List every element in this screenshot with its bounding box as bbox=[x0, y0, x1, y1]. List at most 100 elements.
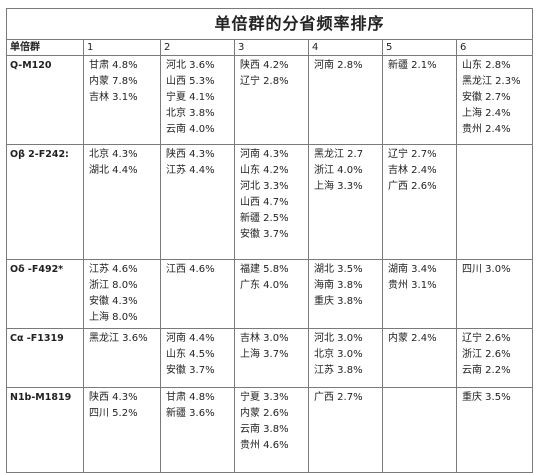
table-row: Oδ -F492* 江苏 4.6% 浙江 8.0% 安徽 4.3% 上海 8.0% 江西 … bbox=[6, 259, 534, 329]
rank-cell-2: 甘肃 4.8% 新疆 3.6% bbox=[160, 387, 235, 473]
province-frequency: 四川 3.0% bbox=[462, 264, 511, 275]
province-frequency: 江苏 4.4% bbox=[166, 165, 215, 176]
table-row: N1b-M1819 陕西 4.3% 四川 5.2% 甘肃 4.8% 新疆 3.6% 宁夏 … bbox=[6, 387, 534, 473]
rank-cell-1: 陕西 4.3% 四川 5.2% bbox=[83, 387, 161, 473]
table-body: Q-M120 甘肃 4.8% 内蒙 7.8% 吉林 3.1% 河北 3.6% 山西 5.3… bbox=[6, 55, 534, 473]
header-rank-2: 2 bbox=[160, 39, 235, 56]
province-frequency: 贵州 4.6% bbox=[240, 440, 289, 451]
rank-cell-1: 北京 4.3% 湖北 4.4% bbox=[83, 144, 161, 260]
province-frequency: 湖北 3.5% bbox=[314, 264, 363, 275]
province-frequency: 陕西 4.3% bbox=[166, 149, 215, 160]
rank-cell-3: 河南 4.3% 山东 4.2% 河北 3.3% 山西 4.7% 新疆 2.5% 安徽 3.… bbox=[234, 144, 309, 260]
table-row: Oβ 2-F242‌: 北京 4.3% 湖北 4.4% 陕西 4.3% 江苏 4.4% 河… bbox=[6, 144, 534, 260]
rank-cell-6: 四川 3.0% bbox=[455, 259, 534, 329]
province-frequency: 山东 4.2% bbox=[240, 165, 289, 176]
province-frequency: 重庆 3.8% bbox=[314, 296, 363, 307]
province-frequency: 贵州 2.4% bbox=[462, 124, 511, 135]
haplogroup-label: Oβ 2-F242‌: bbox=[6, 144, 84, 260]
province-frequency: 重庆 3.5% bbox=[462, 392, 511, 403]
rank-cell-3: 陕西 4.2% 辽宁 2.8% bbox=[234, 55, 309, 145]
rank-cell-3: 福建 5.8% 广东 4.0% bbox=[234, 259, 309, 329]
header-rank-6: 6 bbox=[455, 39, 534, 56]
province-frequency: 吉林 3.1% bbox=[89, 92, 138, 103]
rank-cell-6: 重庆 3.5% bbox=[455, 387, 534, 473]
header-haplogroup: 单倍群 bbox=[6, 39, 84, 56]
rank-cell-1: 江苏 4.6% 浙江 8.0% 安徽 4.3% 上海 8.0% bbox=[83, 259, 161, 329]
haplogroup-label: Oδ -F492* bbox=[6, 259, 84, 329]
rank-cell-4: 河南 2.8% bbox=[308, 55, 383, 145]
province-frequency: 上海 3.7% bbox=[240, 349, 289, 360]
province-frequency: 安徽 2.7% bbox=[462, 92, 511, 103]
rank-cell-3: 吉林 3.0% 上海 3.7% bbox=[234, 328, 309, 388]
table-row: Q-M120 甘肃 4.8% 内蒙 7.8% 吉林 3.1% 河北 3.6% 山西 5.3… bbox=[6, 55, 534, 145]
province-frequency: 浙江 8.0% bbox=[89, 280, 138, 291]
province-frequency: 山西 4.7% bbox=[240, 197, 289, 208]
rank-cell-4: 黑龙江 2.7 浙江 4.0% 上海 3.3% bbox=[308, 144, 383, 260]
header-row: 单倍群 1 2 3 4 5 6 bbox=[6, 39, 534, 56]
province-frequency: 河北 3.6% bbox=[166, 60, 215, 71]
haplogroup-label: Cα -F1319 bbox=[6, 328, 84, 388]
rank-cell-5: 湖南 3.4% 贵州 3.1% bbox=[382, 259, 457, 329]
province-frequency: 北京 3.0% bbox=[314, 349, 363, 360]
province-frequency: 北京 4.3% bbox=[89, 149, 138, 160]
province-frequency: 安徽 3.7% bbox=[166, 365, 215, 376]
province-frequency: 云南 3.8% bbox=[240, 424, 289, 435]
haplogroup-label: Q-M120 bbox=[6, 55, 84, 145]
title-row: 单倍群的分省频率排序 bbox=[5, 8, 534, 40]
rank-cell-5: 新疆 2.1% bbox=[382, 55, 457, 145]
rank-cell-5 bbox=[382, 387, 457, 473]
province-frequency: 山西 5.3% bbox=[166, 76, 215, 87]
header-rank-3: 3 bbox=[234, 39, 309, 56]
province-frequency: 江苏 4.6% bbox=[89, 264, 138, 275]
rank-cell-6: 辽宁 2.6% 浙江 2.6% 云南 2.2% bbox=[455, 328, 534, 388]
province-frequency: 宁夏 3.3% bbox=[240, 392, 289, 403]
rank-cell-4: 广西 2.7% bbox=[308, 387, 383, 473]
table-title: 单倍群的分省频率排序 bbox=[5, 8, 534, 40]
province-frequency: 浙江 2.6% bbox=[462, 349, 511, 360]
province-frequency: 辽宁 2.7% bbox=[388, 149, 437, 160]
header-rank-1: 1 bbox=[83, 39, 161, 56]
rank-cell-4: 湖北 3.5% 海南 3.8% 重庆 3.8% bbox=[308, 259, 383, 329]
province-frequency: 江西 4.6% bbox=[166, 264, 215, 275]
header-rank-4: 4 bbox=[308, 39, 383, 56]
province-frequency: 宁夏 4.1% bbox=[166, 92, 215, 103]
province-frequency: 云南 4.0% bbox=[166, 124, 215, 135]
rank-cell-2: 河南 4.4% 山东 4.5% 安徽 3.7% bbox=[160, 328, 235, 388]
province-frequency: 陕西 4.3% bbox=[89, 392, 138, 403]
province-frequency: 安徽 4.3% bbox=[89, 296, 138, 307]
province-frequency: 河北 3.0% bbox=[314, 333, 363, 344]
province-frequency: 福建 5.8% bbox=[240, 264, 289, 275]
haplogroup-frequency-table: 单倍群的分省频率排序 单倍群 1 2 3 4 5 6 Q-M120 甘肃 4.8%… bbox=[5, 8, 534, 473]
province-frequency: 上海 2.4% bbox=[462, 108, 511, 119]
rank-cell-2: 河北 3.6% 山西 5.3% 宁夏 4.1% 北京 3.8% 云南 4.0% bbox=[160, 55, 235, 145]
province-frequency: 贵州 3.1% bbox=[388, 280, 437, 291]
rank-cell-1: 黑龙江 3.6% bbox=[83, 328, 161, 388]
province-frequency: 上海 8.0% bbox=[89, 312, 138, 323]
province-frequency: 山东 4.5% bbox=[166, 349, 215, 360]
province-frequency: 吉林 3.0% bbox=[240, 333, 289, 344]
rank-cell-5: 内蒙 2.4% bbox=[382, 328, 457, 388]
haplogroup-label: N1b-M1819 bbox=[6, 387, 84, 473]
rank-cell-3: 宁夏 3.3% 内蒙 2.6% 云南 3.8% 贵州 4.6% bbox=[234, 387, 309, 473]
province-frequency: 广西 2.6% bbox=[388, 181, 437, 192]
table-row: Cα -F1319 黑龙江 3.6% 河南 4.4% 山东 4.5% 安徽 3.7% 吉林… bbox=[6, 328, 534, 388]
rank-cell-6 bbox=[455, 144, 534, 260]
province-frequency: 上海 3.3% bbox=[314, 181, 363, 192]
province-frequency: 新疆 3.6% bbox=[166, 408, 215, 419]
province-frequency: 北京 3.8% bbox=[166, 108, 215, 119]
province-frequency: 云南 2.2% bbox=[462, 365, 511, 376]
province-frequency: 安徽 3.7% bbox=[240, 229, 289, 240]
province-frequency: 甘肃 4.8% bbox=[166, 392, 215, 403]
province-frequency: 陕西 4.2% bbox=[240, 60, 289, 71]
province-frequency: 山东 2.8% bbox=[462, 60, 511, 71]
province-frequency: 吉林 2.4% bbox=[388, 165, 437, 176]
province-frequency: 新疆 2.1% bbox=[388, 60, 437, 71]
rank-cell-6: 山东 2.8% 黑龙江 2.3% 安徽 2.7% 上海 2.4% 贵州 2.4% bbox=[455, 55, 534, 145]
province-frequency: 辽宁 2.6% bbox=[462, 333, 511, 344]
province-frequency: 黑龙江 2.7 bbox=[314, 149, 364, 160]
province-frequency: 广西 2.7% bbox=[314, 392, 363, 403]
header-rank-5: 5 bbox=[382, 39, 457, 56]
province-frequency: 河南 4.3% bbox=[240, 149, 289, 160]
province-frequency: 新疆 2.5% bbox=[240, 213, 289, 224]
